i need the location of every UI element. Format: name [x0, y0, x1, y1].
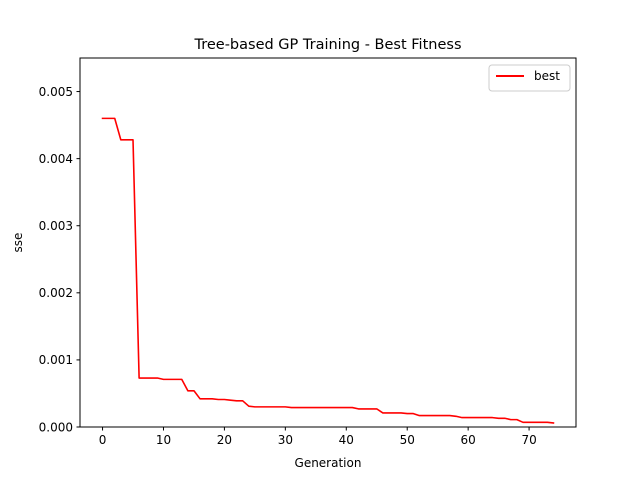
x-axis-label: Generation [295, 456, 362, 470]
x-tick-label: 30 [278, 433, 293, 447]
y-axis-label: sse [11, 233, 25, 253]
x-tick-label: 20 [217, 433, 232, 447]
y-tick-label: 0.004 [39, 152, 73, 166]
x-tick-label: 40 [339, 433, 354, 447]
legend-box [488, 64, 571, 92]
plot-area [101, 117, 555, 424]
plot-frame [79, 57, 577, 428]
x-tick-label: 50 [400, 433, 415, 447]
x-tick-label: 10 [156, 433, 171, 447]
legend: best [488, 64, 571, 92]
series-line-best [101, 117, 555, 424]
axis-ticks: 0 10 20 30 40 50 60 70 0.000 0.001 0.002 0.003 0.004… [39, 85, 537, 447]
y-tick-label: 0.003 [39, 219, 73, 233]
chart-title: Tree-based GP Training - Best Fitness [193, 37, 461, 53]
x-tick-label: 60 [461, 433, 476, 447]
y-tick-label: 0.000 [39, 420, 73, 434]
x-tick-label: 0 [99, 433, 107, 447]
y-tick-label: 0.001 [39, 353, 73, 367]
legend-label-best: best [534, 69, 560, 83]
x-tick-label: 70 [521, 433, 536, 447]
y-tick-label: 0.002 [39, 286, 73, 300]
y-tick-label: 0.005 [39, 85, 73, 99]
